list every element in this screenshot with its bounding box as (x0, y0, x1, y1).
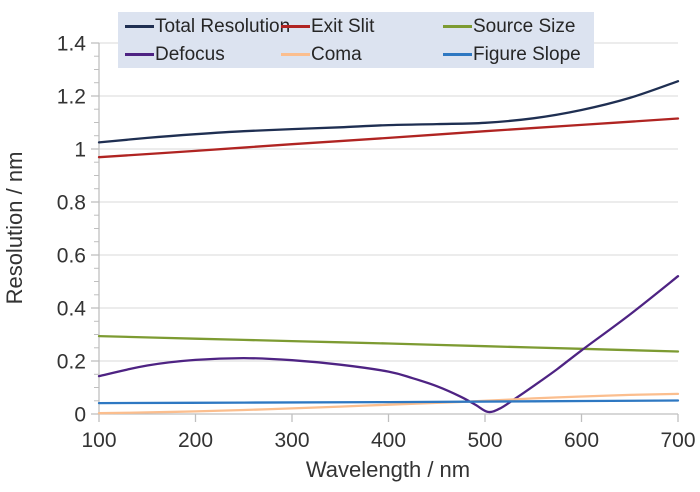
legend-swatch-icon (281, 24, 310, 28)
series-line-source-size (97, 334, 680, 353)
legend-swatch-icon (281, 52, 310, 56)
y-tick-label: 0.8 (57, 192, 86, 215)
x-tick-label: 200 (178, 429, 213, 452)
legend-item-source-size: Source Size (443, 17, 594, 36)
legend-item-coma: Coma (281, 45, 443, 64)
legend-label: Figure Slope (473, 43, 581, 65)
series-line-defocus (97, 275, 680, 414)
x-axis-title: Wavelength / nm (306, 457, 470, 482)
series-line-coma (97, 392, 680, 415)
gridlines (99, 42, 678, 362)
legend-label: Exit Slit (311, 15, 375, 37)
legend-label: Coma (311, 43, 362, 65)
legend-swatch-icon (125, 52, 154, 56)
tick-labels: 0 0.2 0.4 0.6 0.8 1 1.2 1.4 100 200 300 400 500 600 70… (57, 33, 696, 453)
data-series (97, 80, 680, 415)
axes (98, 43, 678, 415)
y-tick-label: 1 (74, 139, 86, 162)
legend-label: Defocus (155, 43, 225, 65)
legend-item-exit-slit: Exit Slit (281, 17, 443, 36)
legend-label: Source Size (473, 15, 576, 37)
x-tick-label: 100 (81, 429, 116, 452)
y-tick-label: 1.2 (57, 86, 86, 109)
legend-item-total-resolution: Total Resolution (125, 17, 290, 36)
y-tick-label: 0.6 (57, 245, 86, 268)
y-tick-label: 0.4 (57, 298, 87, 321)
legend: Total Resolution Exit Slit Source Size Defo… (118, 12, 594, 68)
x-tick-label: 500 (467, 429, 502, 452)
y-tick-label: 0 (74, 404, 86, 427)
series-line-exit-slit (97, 117, 680, 159)
legend-swatch-icon (125, 24, 154, 28)
x-tick-label: 600 (564, 429, 599, 452)
series-line-figure-slope (97, 399, 680, 405)
x-tick-label: 700 (660, 429, 695, 452)
legend-item-defocus: Defocus (125, 45, 281, 64)
legend-item-figure-slope: Figure Slope (443, 45, 594, 64)
y-tick-label: 1.4 (57, 33, 87, 56)
legend-swatch-icon (443, 52, 472, 56)
legend-swatch-icon (443, 24, 472, 28)
y-tick-label: 0.2 (57, 351, 86, 374)
x-tick-label: 300 (274, 429, 309, 452)
y-axis-title: Resolution / nm (2, 152, 27, 305)
series-line-total-resolution (97, 80, 680, 144)
x-tick-label: 400 (371, 429, 406, 452)
legend-label: Total Resolution (155, 15, 291, 37)
tick-marks (91, 42, 679, 422)
